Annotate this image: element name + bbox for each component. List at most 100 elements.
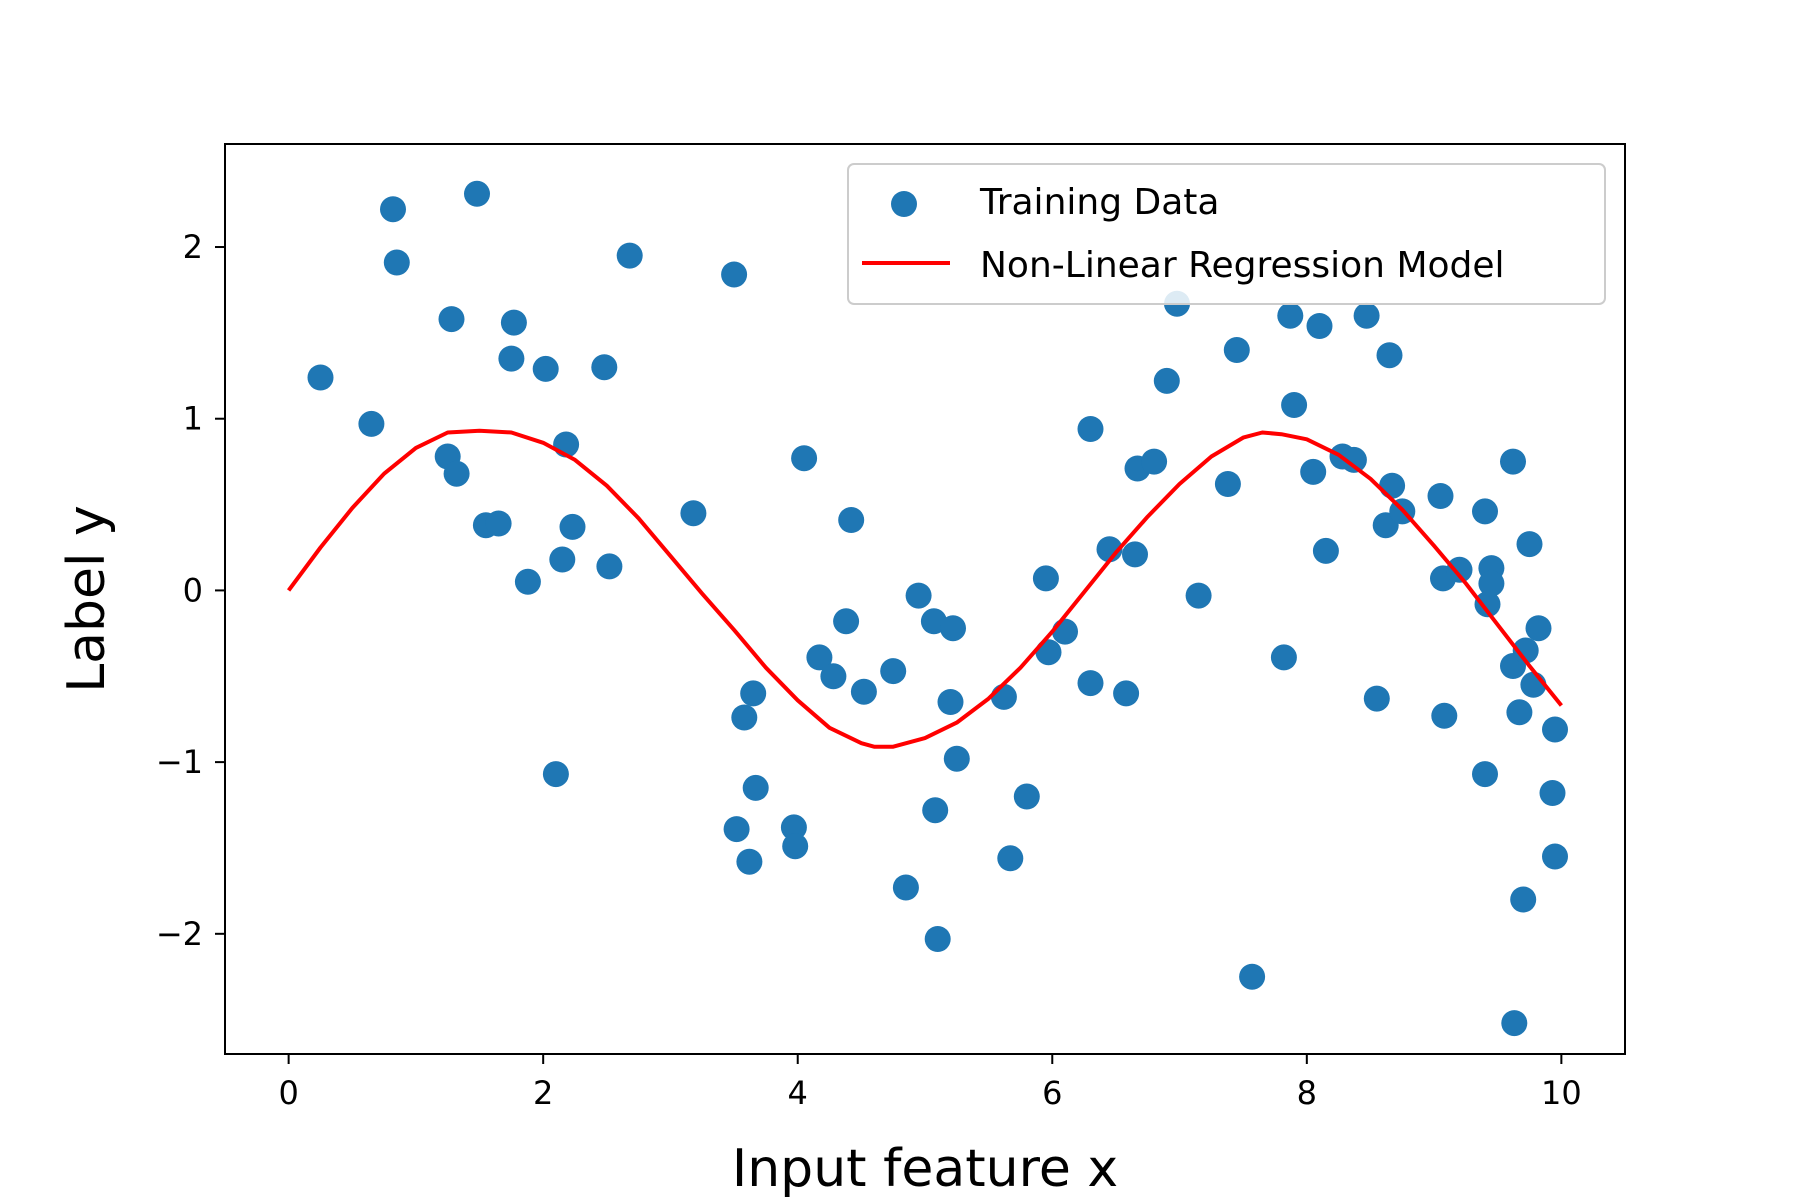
training-data-point [1353,302,1380,329]
training-data-point [1542,843,1568,870]
training-data-point [1141,448,1168,475]
training-data-point [1363,685,1390,712]
legend-box [847,163,1606,305]
training-data-point [1153,367,1180,394]
training-data-point [791,445,818,472]
y-tick-label: −1 [156,743,203,781]
y-axis-title: Label y [57,505,117,693]
training-data-point [559,513,586,540]
training-data-point [443,460,470,487]
training-data-point [1474,591,1501,618]
training-data-point [1096,536,1123,563]
training-data-point [736,848,763,875]
training-data-point [880,658,907,685]
training-data-point [591,354,618,381]
training-data-point [1239,963,1266,990]
regression-model-line [286,428,1563,749]
training-data-point [1542,716,1568,743]
training-data-point [1500,448,1526,475]
x-tick-label: 8 [1297,1074,1317,1112]
x-axis-title: Input feature x [732,1139,1118,1199]
y-tick-label: −2 [156,915,203,953]
training-data-point [1185,582,1212,609]
training-data-point [1013,783,1040,810]
training-data-point [905,582,932,609]
training-data-point [1427,483,1454,509]
training-data-point [1223,337,1250,363]
training-data-point [940,615,966,642]
x-tick-label: 6 [1042,1074,1062,1112]
x-tick-label: 10 [1541,1074,1582,1112]
training-data-point [721,261,748,288]
training-data-point [596,553,623,580]
training-data-point [1113,680,1140,707]
training-data-point [1052,618,1078,645]
training-data-point [820,663,847,690]
training-data-point [723,816,750,843]
training-data-point [1306,313,1333,339]
training-data-point [1510,886,1537,913]
training-data-point [1281,392,1308,418]
training-data-point [806,644,833,671]
training-data-point [1122,541,1148,568]
training-data-point [1446,556,1473,583]
training-data-point [549,546,576,573]
y-axis-ticks: −2 −1 0 1 2 [156,228,225,953]
training-data-point [850,678,877,705]
training-data-point [500,309,527,336]
training-data-point [1214,471,1241,497]
training-data-point [740,680,767,707]
training-data-point [1032,565,1059,592]
training-data-point [1501,1010,1528,1037]
training-data-point [542,761,569,788]
training-data-point [742,774,769,801]
training-data-point [616,242,643,269]
training-data-point [680,500,707,527]
training-data-point [514,568,541,595]
training-data-point [1035,639,1062,666]
legend-label-training-data: Training Data [979,182,1219,223]
training-data-point [358,410,385,437]
training-data-point [1472,498,1498,525]
training-data-point [464,180,490,207]
training-data-point [922,797,949,824]
training-data-point [780,814,807,841]
training-data-point [532,355,559,382]
y-tick-label: 0 [183,571,203,609]
training-data-point [782,833,809,860]
training-data-point [1431,702,1458,729]
y-tick-label: 2 [183,228,203,266]
training-data-point [924,926,951,952]
training-data-point [1277,302,1304,329]
training-data-point [937,689,964,715]
legend-marker-training-data [891,191,917,217]
training-data-point [943,745,970,772]
training-data-point [838,507,865,533]
training-data-point [1512,637,1539,664]
training-data-point [1077,416,1104,442]
x-axis-ticks: 0 2 4 6 8 10 [278,1054,1582,1112]
training-data-point [383,249,410,276]
training-data-point [1516,531,1543,558]
training-data-point [1539,780,1566,806]
x-tick-label: 4 [788,1074,808,1112]
training-data-point [307,364,334,391]
training-data-point [1525,615,1552,642]
training-data-point [990,683,1017,710]
training-data-point [1312,537,1339,564]
training-data-point [1379,472,1406,499]
training-data-point [833,608,860,635]
training-data-point [731,704,758,731]
legend: Training Data Non-Linear Regression Mode… [847,163,1606,305]
training-data-point [1472,761,1498,788]
training-data-point [1077,670,1104,697]
training-data-point [1478,570,1505,597]
x-tick-label: 2 [533,1074,553,1112]
training-data-point [485,510,512,537]
training-data-point [1300,458,1327,485]
x-tick-label: 0 [278,1074,298,1112]
plot-frame [224,143,1626,1055]
training-data-point [438,306,465,333]
training-data-point [1376,342,1403,369]
